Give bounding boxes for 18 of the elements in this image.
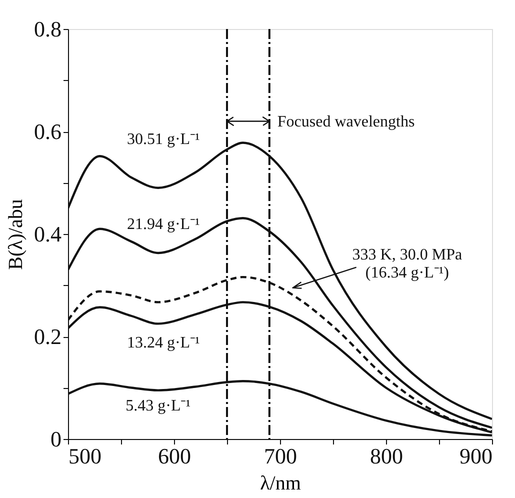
y-tick-label: 0.2 <box>34 324 62 349</box>
y-tick-label: 0 <box>50 426 62 452</box>
series-label: 5.43 g·L⁻¹ <box>126 398 191 415</box>
annotation: Focused wavelengths <box>277 113 415 130</box>
y-axis-title: B(λ)/abu <box>5 199 27 270</box>
x-tick-label: 800 <box>370 444 403 468</box>
x-tick-label: 500 <box>68 444 102 468</box>
series-label: 30.51 g·L⁻¹ <box>126 131 200 148</box>
x-axis-title: λ/nm <box>260 472 302 494</box>
x-tick-label: 700 <box>264 444 297 468</box>
series-label: 13.24 g·L⁻¹ <box>126 334 200 352</box>
y-tick-label: 0.4 <box>34 222 62 246</box>
text: 333 K, 30.0 MPa (16.34 g·L⁻¹) <box>352 246 462 282</box>
x-tick-label: 600 <box>158 444 191 468</box>
series-label: 21.94 g·L⁻¹ <box>126 216 200 233</box>
y-tick-label: 0.6 <box>34 119 62 144</box>
x-tick-label: 900 <box>460 444 492 468</box>
y-tick-label: 0.8 <box>34 16 62 42</box>
